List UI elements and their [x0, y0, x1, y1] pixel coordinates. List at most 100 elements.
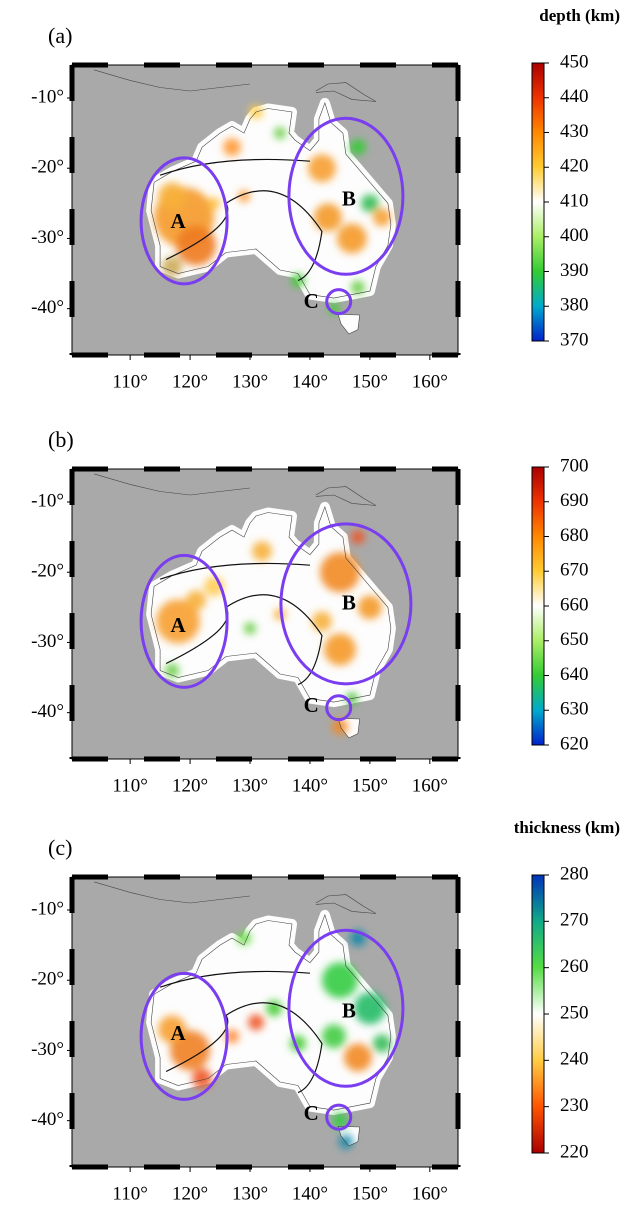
colorbar-tick-label: 640 — [560, 664, 589, 685]
y-tick-label: -40° — [31, 1109, 64, 1130]
anomaly — [373, 208, 391, 226]
colorbar-tick-label: 270 — [560, 910, 589, 931]
colorbar-tick-label: 240 — [560, 1049, 589, 1070]
x-tick-label: 160° — [412, 775, 448, 796]
region-label: C — [304, 1101, 319, 1125]
colorbar-tick-label: 220 — [560, 1141, 589, 1162]
anomaly — [354, 992, 386, 1024]
y-tick-label: -10° — [31, 86, 64, 107]
y-tick-label: -30° — [31, 631, 64, 652]
colorbar-tick-label: 410 — [560, 190, 589, 211]
anomaly — [314, 203, 342, 231]
anomaly — [373, 1034, 391, 1052]
colorbar-tick-label: 390 — [560, 260, 589, 281]
colorbar-title: depth (km) — [539, 6, 620, 25]
colorbar-tick-label: 690 — [560, 490, 589, 511]
y-tick-label: -40° — [31, 701, 64, 722]
anomaly — [248, 1014, 264, 1030]
y-tick-label: -10° — [31, 490, 64, 511]
colorbar-title: thickness (km) — [514, 818, 620, 837]
x-tick-label: 110° — [112, 775, 147, 796]
region-label: A — [171, 1021, 187, 1045]
colorbar-tick-label: 700 — [560, 455, 589, 476]
colorbar-tick-label: 430 — [560, 121, 589, 142]
colorbar-tick-label: 680 — [560, 525, 589, 546]
region-label: A — [171, 209, 187, 233]
anomaly — [320, 552, 360, 592]
y-tick-label: -30° — [31, 1039, 64, 1060]
anomaly — [337, 223, 367, 253]
anomaly — [186, 590, 206, 610]
panel-label: (a) — [48, 23, 72, 48]
anomaly — [358, 595, 382, 619]
x-tick-label: 130° — [232, 1183, 268, 1204]
anomaly — [344, 1043, 372, 1071]
anomaly — [312, 611, 332, 631]
x-tick-label: 140° — [292, 1183, 328, 1204]
y-tick-label: -20° — [31, 157, 64, 178]
colorbar-tick-label: 380 — [560, 295, 589, 316]
anomaly — [158, 182, 186, 210]
x-tick-label: 150° — [352, 775, 388, 796]
x-tick-label: 160° — [412, 1183, 448, 1204]
anomaly — [244, 622, 256, 634]
x-tick-label: 110° — [112, 1183, 147, 1204]
x-tick-label: 130° — [232, 371, 268, 392]
colorbar-tick-label: 260 — [560, 956, 589, 977]
anomaly — [252, 541, 272, 561]
colorbar-tick-label: 280 — [560, 863, 589, 884]
colorbar-tick-label: 660 — [560, 594, 589, 615]
colorbar-tick-label: 250 — [560, 1002, 589, 1023]
panel-label: (c) — [48, 835, 72, 860]
y-tick-label: -10° — [31, 898, 64, 919]
y-tick-label: -40° — [31, 297, 64, 318]
x-tick-label: 140° — [292, 775, 328, 796]
anomaly — [322, 962, 358, 998]
x-tick-label: 150° — [352, 1183, 388, 1204]
region-label: C — [304, 289, 319, 313]
x-tick-label: 140° — [292, 371, 328, 392]
colorbar-tick-label: 370 — [560, 329, 589, 350]
colorbar-tick-label: 650 — [560, 629, 589, 650]
map-panel: (c) 110° 120° 130° 140° 150° 160° -10° -20° -30° -… — [31, 818, 620, 1204]
y-tick-label: -20° — [31, 561, 64, 582]
y-tick-label: -20° — [31, 969, 64, 990]
colorbar-tick-label: 450 — [560, 51, 589, 72]
region-label: C — [304, 693, 319, 717]
colorbar-tick-label: 230 — [560, 1095, 589, 1116]
panel-label: (b) — [48, 427, 74, 452]
anomaly — [351, 530, 365, 544]
x-tick-label: 160° — [412, 371, 448, 392]
region-label: B — [342, 998, 356, 1022]
anomaly — [274, 127, 286, 139]
map-panel: (a) 110° 120° 130° 140° 150° 160° -10° -20° -30° -… — [31, 6, 620, 392]
x-tick-label: 120° — [172, 775, 208, 796]
anomaly — [192, 1069, 212, 1089]
colorbar-tick-label: 620 — [560, 733, 589, 754]
x-tick-label: 150° — [352, 371, 388, 392]
anomaly — [322, 1024, 346, 1048]
anomaly — [324, 633, 356, 665]
colorbar — [532, 63, 544, 341]
map-panel: (b) 110° 120° 130° 140° 150° 160° -10° -20° -30° -… — [31, 427, 588, 796]
region-label: B — [342, 590, 356, 614]
y-tick-label: -30° — [31, 227, 64, 248]
colorbar-tick-label: 420 — [560, 156, 589, 177]
region-label: A — [171, 613, 187, 637]
x-tick-label: 130° — [232, 775, 268, 796]
anomaly — [350, 139, 366, 155]
figure: (a) 110° 120° 130° 140° 150° 160° -10° -20° -30° -… — [0, 0, 624, 1205]
colorbar — [532, 875, 544, 1153]
region-label: B — [342, 186, 356, 210]
anomaly — [361, 194, 379, 212]
colorbar-tick-label: 630 — [560, 699, 589, 720]
x-tick-label: 120° — [172, 371, 208, 392]
x-tick-label: 110° — [112, 371, 147, 392]
colorbar-tick-label: 400 — [560, 225, 589, 246]
colorbar-tick-label: 670 — [560, 560, 589, 581]
anomaly — [223, 138, 241, 156]
x-tick-label: 120° — [172, 1183, 208, 1204]
colorbar — [532, 467, 544, 745]
anomaly — [208, 197, 220, 209]
anomaly — [308, 154, 336, 182]
